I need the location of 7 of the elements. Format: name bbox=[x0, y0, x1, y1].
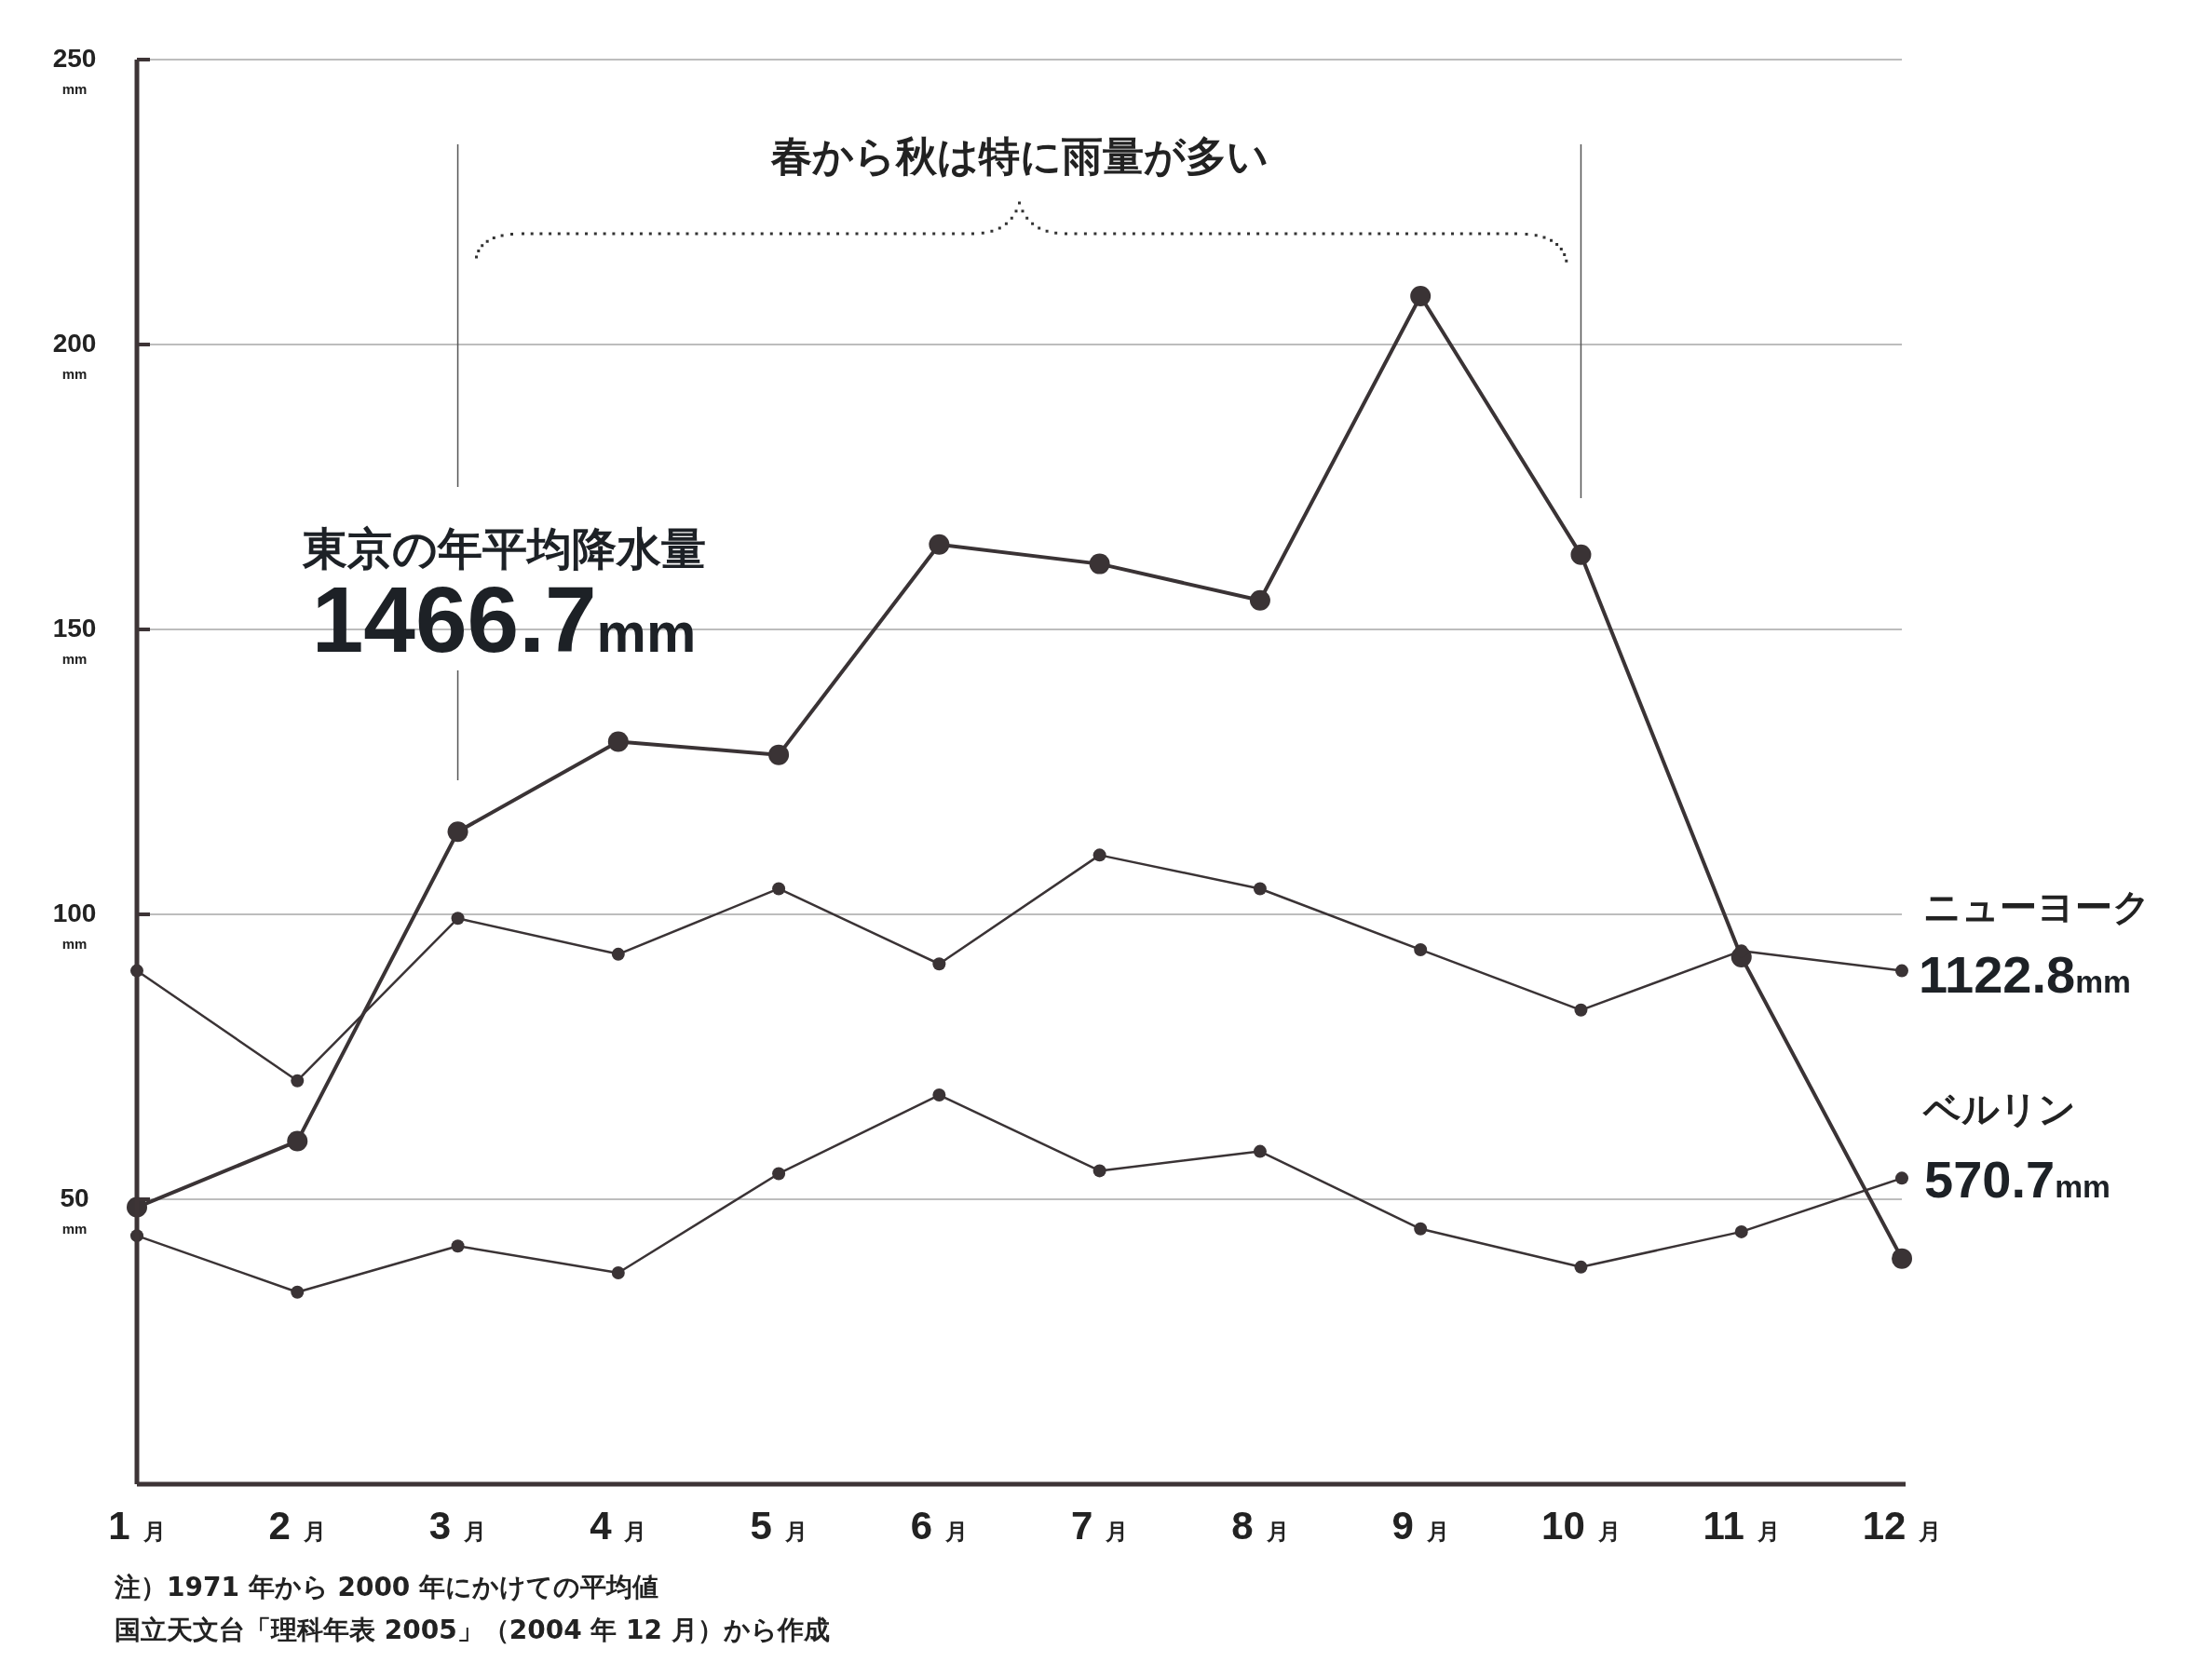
text: 570.7mm bbox=[1924, 1150, 2110, 1209]
text: 国立天文台「理科年表 2005」（2004 年 12 月）から作成 bbox=[115, 1615, 830, 1645]
text: 注）1971 年から 2000 年にかけての平均値 bbox=[114, 1572, 659, 1602]
series-label: ニューヨーク bbox=[1923, 885, 2151, 928]
series-label: ベルリン bbox=[1922, 1088, 2076, 1130]
text: 1122.8mm bbox=[1919, 945, 2131, 1004]
annotation: 春から秋は特に雨量が多い bbox=[769, 132, 1269, 180]
